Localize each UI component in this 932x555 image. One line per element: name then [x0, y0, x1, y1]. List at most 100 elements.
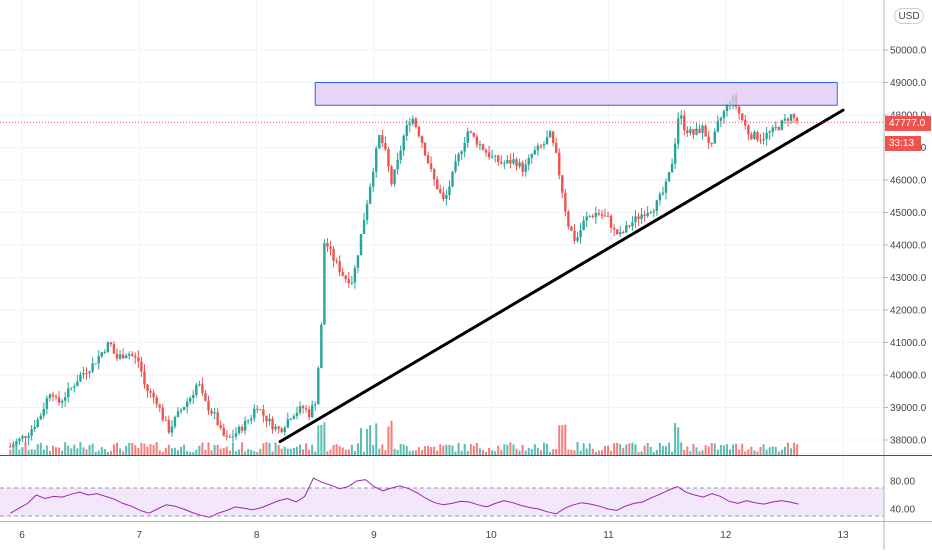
volume-bar: [616, 442, 619, 455]
candle-body: [567, 211, 570, 227]
volume-bar: [24, 442, 27, 455]
volume-bar: [735, 443, 738, 455]
candle-body: [414, 118, 418, 127]
candle-body: [628, 225, 631, 227]
candle-body: [603, 215, 607, 217]
candle-body: [423, 143, 427, 156]
candle-body: [219, 424, 222, 428]
candle-body: [561, 175, 564, 193]
volume-bar: [48, 451, 51, 455]
candle-body: [243, 420, 247, 431]
volume-bar: [774, 446, 777, 455]
volume-bar: [295, 446, 298, 455]
volume-bar: [305, 443, 308, 455]
price-tick-label: 38000.0: [890, 436, 927, 447]
candle-body: [176, 411, 180, 417]
volume-bar: [399, 443, 402, 455]
candle-body: [573, 230, 576, 241]
candles: [9, 91, 799, 448]
price-tick-label: 43000.0: [890, 273, 927, 284]
volume-bar: [417, 447, 420, 455]
candle-body: [301, 406, 305, 409]
volume-bar: [527, 447, 530, 455]
candle-body: [27, 435, 30, 438]
volume-bar: [753, 450, 756, 455]
candle-body: [582, 220, 585, 230]
candle-body: [94, 363, 97, 365]
candle-body: [338, 261, 341, 273]
volume-bar: [91, 443, 94, 455]
candle-body: [466, 131, 469, 143]
candle-body: [234, 433, 238, 437]
volume-bar: [628, 443, 631, 455]
price-tick-label: 49000.0: [890, 78, 927, 89]
volume-bar: [713, 443, 716, 455]
candle-body: [353, 267, 357, 283]
trendline[interactable]: [278, 108, 845, 444]
volume-bar: [143, 443, 146, 455]
candle-body: [204, 393, 207, 401]
candle-body: [631, 222, 634, 227]
candle-body: [756, 131, 759, 140]
candle-body: [445, 195, 448, 199]
volume-bar: [622, 447, 625, 455]
price-tick-label: 50000.0: [890, 46, 927, 57]
volume-bar: [689, 451, 692, 455]
volume-bar: [58, 447, 61, 455]
candle-body: [725, 103, 729, 112]
candle-body: [201, 384, 204, 394]
volume-bar: [375, 423, 378, 455]
volume-bar: [649, 446, 652, 455]
candle-body: [789, 114, 793, 121]
candle-body: [286, 419, 290, 428]
candle-body: [57, 397, 61, 403]
time-axis-ticks[interactable]: 6 7 8 9 10 11 12 13: [19, 530, 849, 541]
candle-body: [225, 435, 229, 437]
volume-bar: [323, 422, 326, 455]
candle-body: [670, 163, 674, 173]
volume-bar: [359, 428, 362, 455]
candle-body: [558, 152, 561, 176]
time-tick-label: 13: [838, 530, 850, 541]
time-tick-label: 12: [720, 530, 732, 541]
rsi-band: [0, 488, 884, 516]
volume-bar: [177, 450, 180, 455]
candle-body: [106, 342, 110, 352]
volume-bar: [701, 450, 704, 455]
volume-bar: [472, 445, 475, 455]
candle-body: [33, 426, 36, 429]
price-axis-ticks[interactable]: 38000.0 39000.0 40000.0 41000.0 42000.0 43000…: [884, 46, 927, 447]
time-tick-label: 9: [371, 530, 377, 541]
volume-bar: [387, 426, 390, 455]
candle-body: [210, 410, 213, 414]
candle-body: [594, 212, 598, 218]
currency-badge[interactable]: USD: [894, 8, 924, 24]
candle-body: [551, 131, 555, 143]
candle-body: [371, 171, 375, 187]
volume-bar: [695, 447, 698, 455]
candle-body: [307, 409, 311, 418]
candle-body: [564, 192, 567, 212]
candle-body: [417, 126, 421, 137]
candle-body: [768, 131, 771, 133]
candle-body: [173, 416, 177, 427]
volume-bar: [597, 450, 600, 455]
volume-bar: [747, 449, 750, 455]
candle-body: [103, 351, 107, 353]
candle-body: [216, 412, 219, 425]
volume-bar: [466, 451, 469, 455]
candle-body: [280, 428, 283, 433]
candle-body: [79, 374, 82, 382]
volume-bar: [82, 447, 85, 455]
candle-body: [548, 131, 552, 138]
volume-bar: [436, 450, 439, 455]
candle-body: [454, 161, 457, 172]
volume-bar: [570, 449, 573, 455]
candle-body: [426, 155, 430, 164]
volume-bar: [790, 448, 793, 455]
volume-bar: [42, 449, 45, 455]
candle-body: [399, 150, 402, 160]
resistance-zone[interactable]: [314, 82, 838, 106]
